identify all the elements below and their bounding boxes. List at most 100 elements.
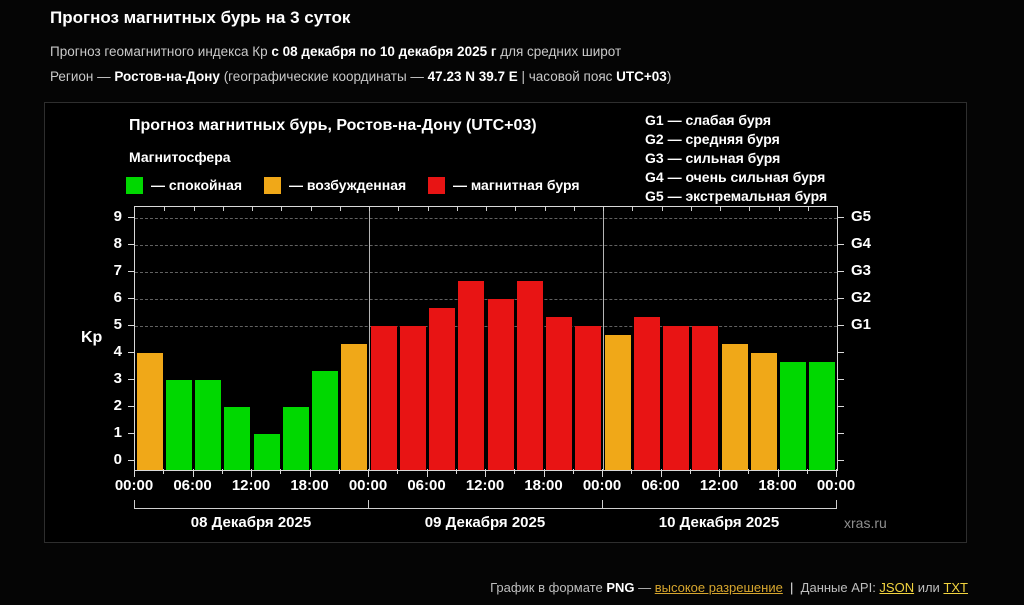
top-axis-tick bbox=[778, 207, 780, 211]
text-segment: Ростов-на-Дону bbox=[114, 69, 220, 84]
x-axis-tick bbox=[602, 469, 603, 477]
page-title: Прогноз магнитных бурь на 3 суток bbox=[50, 8, 351, 27]
grid-line bbox=[135, 245, 837, 246]
x-axis-tick bbox=[777, 469, 779, 477]
top-axis-tick bbox=[690, 207, 692, 211]
date-label: 10 Декабря 2025 bbox=[658, 514, 780, 531]
y-tick-label: 2 bbox=[113, 397, 122, 414]
date-bracket bbox=[134, 508, 836, 509]
x-axis-tick bbox=[689, 469, 691, 474]
x-axis-tick bbox=[221, 469, 223, 474]
time-label: 18:00 bbox=[290, 477, 329, 494]
date-bracket-tick bbox=[602, 500, 603, 509]
y-axis-tick-right bbox=[838, 325, 844, 326]
text-segment: с 08 декабря по 10 декабря 2025 г bbox=[271, 44, 497, 59]
kp-bar bbox=[312, 371, 338, 470]
x-axis-tick bbox=[338, 469, 340, 474]
kp-bar bbox=[750, 353, 777, 470]
x-axis-tick bbox=[660, 469, 662, 477]
x-axis-tick bbox=[134, 469, 135, 477]
top-axis-tick bbox=[281, 207, 283, 211]
legend-title: Магнитосфера bbox=[129, 149, 231, 165]
x-axis-tick bbox=[426, 469, 428, 477]
date-bracket-tick bbox=[134, 500, 135, 509]
text-segment: ) bbox=[666, 69, 672, 84]
kp-bar bbox=[721, 344, 748, 470]
top-axis-tick bbox=[398, 207, 400, 211]
top-axis-tick bbox=[573, 207, 575, 211]
legend-row: — спокойная — возбужденная — магнитная бур… bbox=[45, 177, 966, 197]
x-axis-tick bbox=[368, 469, 369, 477]
y-tick-label: 5 bbox=[113, 316, 122, 333]
time-label: 12:00 bbox=[465, 477, 505, 494]
x-axis-tick bbox=[572, 469, 574, 474]
footer: График в формате PNG — высокое разрешени… bbox=[483, 565, 968, 595]
top-axis-tick bbox=[661, 207, 663, 211]
time-label: 06:00 bbox=[641, 477, 680, 494]
y-axis-tick bbox=[128, 352, 134, 353]
date-bracket-tick bbox=[836, 500, 837, 509]
x-axis-tick bbox=[192, 469, 194, 477]
subtitle-period: Прогноз геомагнитного индекса Кр с 08 де… bbox=[50, 44, 621, 59]
kp-bar bbox=[282, 407, 309, 470]
y-axis-tick bbox=[128, 271, 134, 272]
top-axis-tick bbox=[222, 207, 224, 211]
date-bracket-tick bbox=[368, 500, 369, 509]
y-tick-label: 7 bbox=[113, 262, 122, 279]
top-axis-tick bbox=[252, 207, 253, 211]
kp-bar bbox=[136, 353, 163, 470]
kp-bar bbox=[195, 380, 221, 470]
y-axis-tick bbox=[128, 433, 134, 434]
kp-bar bbox=[692, 326, 719, 470]
top-axis-tick bbox=[807, 207, 809, 211]
kp-bar bbox=[516, 280, 543, 470]
time-label: 12:00 bbox=[699, 477, 739, 494]
time-label: 06:00 bbox=[407, 477, 446, 494]
y-axis-tick-right bbox=[838, 460, 844, 461]
kp-bar bbox=[633, 317, 660, 470]
watermark: xras.ru bbox=[844, 515, 887, 531]
y-tick-label: 8 bbox=[113, 235, 122, 252]
grid-line bbox=[135, 326, 837, 327]
y-axis-tick bbox=[128, 460, 134, 461]
text-segment: 47.23 N 39.7 E bbox=[427, 69, 518, 84]
g-tick-label: G5 bbox=[851, 208, 872, 225]
kp-bar bbox=[780, 361, 806, 470]
text-segment: Прогноз геомагнитного индекса Кр bbox=[50, 44, 272, 59]
top-axis-tick bbox=[486, 207, 487, 211]
time-label: 00:00 bbox=[816, 477, 856, 494]
g-tick-label: G2 bbox=[851, 289, 872, 306]
chart-panel: Прогноз магнитных бурь, Ростов-на-Дону (… bbox=[44, 102, 967, 543]
footer-api-label: Данные API: bbox=[800, 580, 880, 595]
y-axis-tick bbox=[128, 406, 134, 407]
top-axis-tick bbox=[603, 207, 604, 211]
footer-separator: | bbox=[782, 580, 801, 595]
kp-bar bbox=[458, 280, 485, 470]
plot-area bbox=[134, 206, 838, 471]
txt-link[interactable]: TXT bbox=[943, 580, 968, 595]
time-label: 00:00 bbox=[348, 477, 388, 494]
g-tick-label: G3 bbox=[851, 262, 872, 279]
x-axis-tick bbox=[748, 469, 750, 474]
kp-bar bbox=[546, 317, 572, 470]
y-axis-title: Kp bbox=[81, 329, 103, 346]
high-resolution-link[interactable]: высокое разрешение bbox=[654, 580, 783, 595]
top-axis-tick bbox=[427, 207, 429, 211]
g-scale-line: G5 — экстремальная буря bbox=[645, 188, 828, 204]
date-label: 08 Декабря 2025 bbox=[190, 514, 312, 531]
g-scale-line: G1 — слабая буря bbox=[645, 112, 772, 128]
kp-bar bbox=[604, 334, 631, 470]
kp-bar bbox=[663, 326, 689, 470]
top-axis-tick bbox=[164, 207, 166, 211]
text-segment: | часовой пояс bbox=[517, 69, 617, 84]
x-axis-tick bbox=[309, 469, 311, 477]
kp-bar bbox=[370, 326, 397, 470]
x-axis-tick bbox=[836, 469, 837, 477]
legend-item-label: — магнитная буря bbox=[453, 177, 580, 193]
top-axis-tick bbox=[632, 207, 634, 211]
json-link[interactable]: JSON bbox=[879, 580, 915, 595]
y-axis-tick-right bbox=[838, 298, 844, 299]
g-scale-line: G4 — очень сильная буря bbox=[645, 169, 826, 185]
x-axis-tick bbox=[251, 469, 252, 477]
g-tick-label: G1 bbox=[851, 316, 872, 333]
